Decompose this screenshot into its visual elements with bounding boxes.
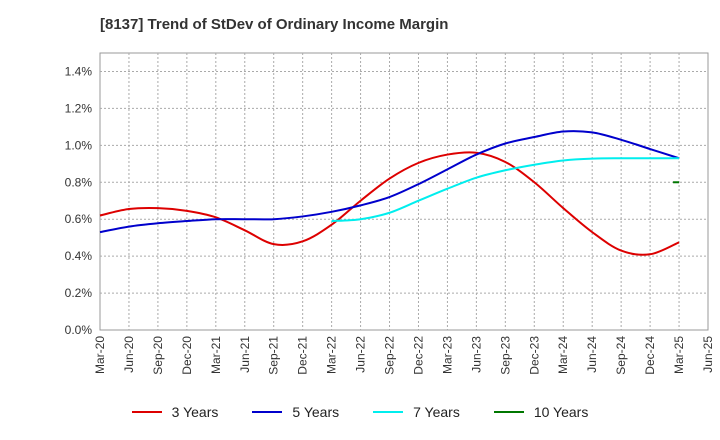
x-tick-label: Jun-21 <box>238 336 252 373</box>
y-tick-label: 0.0% <box>65 323 93 337</box>
y-tick-label: 0.4% <box>65 249 93 263</box>
series-5-years-line <box>99 130 680 234</box>
x-tick-label: Mar-21 <box>209 336 223 374</box>
x-tick-label: Dec-23 <box>527 336 541 375</box>
legend-label-10-years: 10 Years <box>533 404 589 420</box>
legend-label-5-years: 5 Years <box>292 404 340 420</box>
y-tick-label: 1.2% <box>65 101 93 115</box>
x-tick-label: Mar-23 <box>440 336 454 374</box>
legend-label-3-years: 3 Years <box>171 404 219 420</box>
legend-item-3-years: 3 Years <box>131 404 219 420</box>
y-tick-label: 1.4% <box>65 64 93 78</box>
x-tick-label: Mar-25 <box>672 336 686 374</box>
y-tick-label: 1.0% <box>65 138 93 152</box>
y-tick-label: 0.6% <box>65 212 93 226</box>
y-axis-ticks: 0.0% 0.2% 0.4% 0.6% 0.8% 1.0% 1.2% 1.4% <box>65 64 93 337</box>
legend-item-5-years: 5 Years <box>252 404 339 420</box>
x-tick-label: Jun-22 <box>354 336 368 373</box>
x-tick-label: Sep-21 <box>267 336 281 375</box>
x-tick-label: Jun-24 <box>585 336 599 373</box>
x-tick-label: Jun-25 <box>701 336 715 373</box>
x-tick-label: Dec-22 <box>411 336 425 375</box>
legend-swatch-3-years <box>131 411 162 413</box>
series-lines <box>99 130 680 256</box>
x-tick-label: Dec-20 <box>180 336 194 375</box>
y-tick-label: 0.8% <box>65 175 93 189</box>
x-tick-label: Mar-24 <box>556 336 570 374</box>
x-tick-label: Sep-22 <box>383 336 397 375</box>
grid-lines <box>100 53 708 330</box>
y-tick-label: 0.2% <box>65 286 93 300</box>
legend: 3 Years 5 Years 7 Years 10 Years <box>0 404 720 420</box>
legend-swatch-5-years <box>252 411 283 413</box>
legend-label-7-years: 7 Years <box>413 404 460 420</box>
x-tick-label: Sep-23 <box>498 336 512 375</box>
series-3-years-line <box>99 151 680 256</box>
legend-swatch-10-years <box>493 411 524 413</box>
x-tick-label: Dec-21 <box>296 336 310 375</box>
x-tick-label: Dec-24 <box>643 336 657 375</box>
x-tick-label: Jun-20 <box>122 336 136 373</box>
legend-item-10-years: 10 Years <box>493 404 589 420</box>
legend-item-7-years: 7 Years <box>373 404 460 420</box>
x-tick-label: Mar-20 <box>93 336 107 374</box>
chart-title: [8137] Trend of StDev of Ordinary Income… <box>100 16 449 33</box>
series-7-years-line <box>331 157 680 223</box>
x-tick-label: Sep-20 <box>151 336 165 375</box>
x-tick-label: Jun-23 <box>469 336 483 373</box>
x-tick-label: Sep-24 <box>614 336 628 375</box>
legend-swatch-7-years <box>373 411 404 413</box>
x-tick-label: Mar-22 <box>325 336 339 374</box>
x-axis-ticks: Mar-20 Jun-20 Sep-20 Dec-20 Mar-21 Jun-21 Sep-… <box>93 336 715 375</box>
